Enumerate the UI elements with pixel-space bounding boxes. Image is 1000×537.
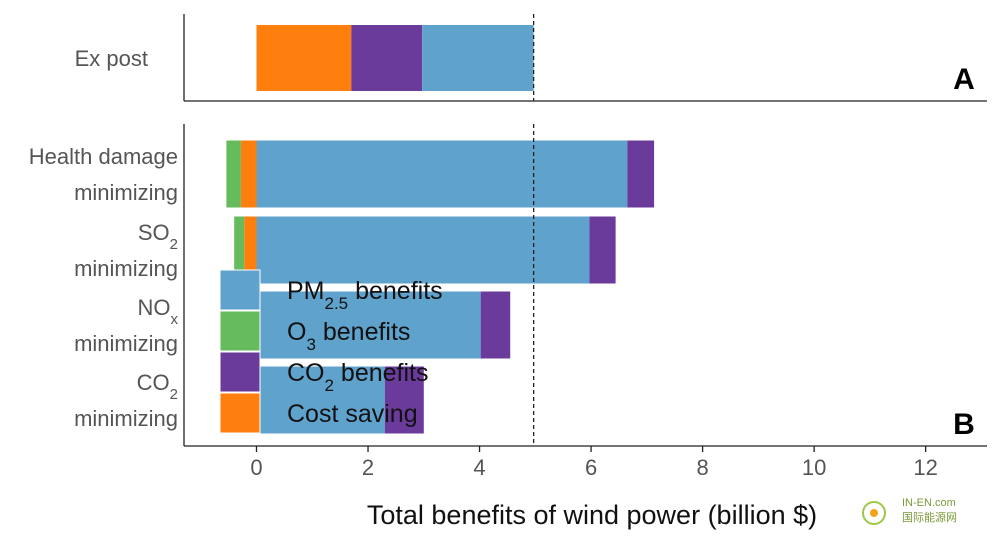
legend-swatch — [219, 392, 261, 434]
bar-cost-saving-0 — [256, 25, 352, 91]
x-tick-label: 6 — [585, 455, 597, 480]
x-axis-title: Total benefits of wind power (billion $) — [367, 500, 817, 530]
x-tick-label: 2 — [362, 455, 374, 480]
bar-co2-benefits-2 — [480, 291, 511, 359]
category-label: NOx — [138, 295, 179, 328]
x-tick-label: 10 — [802, 455, 826, 480]
bar-cost-saving-1 — [244, 216, 257, 284]
category-label: Ex post — [75, 46, 148, 71]
x-tick-label: 12 — [913, 455, 937, 480]
category-label: minimizing — [74, 331, 178, 356]
x-tick-label: 8 — [696, 455, 708, 480]
legend-label: CO2 benefits — [287, 359, 428, 395]
x-tick-label: 4 — [473, 455, 485, 480]
bar-co2-benefits-1 — [589, 216, 616, 284]
category-label: Health damage — [29, 144, 178, 169]
bar-pm2-5-benefits-0 — [422, 25, 534, 91]
bar-co2-benefits-0 — [351, 25, 423, 91]
watermark-bottom: 国际能源网 — [902, 510, 957, 524]
bar-pm2-5-benefits-2 — [256, 291, 481, 359]
panel-a: Ex post A — [75, 14, 987, 102]
legend-label: Cost saving — [287, 400, 418, 428]
legend-label: O3 benefits — [287, 318, 410, 354]
category-label: minimizing — [74, 406, 178, 431]
bar-pm2-5-benefits-0 — [256, 140, 628, 208]
bar-o3-benefits-1 — [234, 216, 245, 284]
watermark-top: IN-EN.com — [902, 497, 956, 509]
legend-swatch — [219, 269, 261, 311]
bar-o3-benefits-0 — [226, 140, 241, 208]
legend-swatch — [219, 351, 261, 393]
panel-label: A — [953, 63, 975, 96]
panel-b: Health damage minimizing SO2 minimizing NOx m… — [29, 124, 987, 447]
bar-co2-benefits-0 — [627, 140, 655, 208]
bar-pm2-5-benefits-1 — [256, 216, 590, 284]
bar-co2-benefits-3 — [384, 366, 424, 434]
watermark-logo: IN-EN.com 国际能源网 — [862, 497, 957, 525]
category-label: SO2 — [138, 220, 178, 253]
legend: PM2.5 benefits O3 benefits CO2 benefits Cos… — [219, 269, 443, 434]
panel-label: B — [953, 408, 975, 441]
legend-label: PM2.5 benefits — [287, 277, 443, 313]
x-tick-label: 0 — [250, 455, 262, 480]
bar-pm2-5-benefits-3 — [256, 366, 385, 434]
bar-cost-saving-0 — [240, 140, 257, 208]
category-label: minimizing — [74, 180, 178, 205]
legend-swatch — [219, 310, 261, 352]
category-label: CO2 — [137, 370, 178, 403]
category-label: minimizing — [74, 256, 178, 281]
